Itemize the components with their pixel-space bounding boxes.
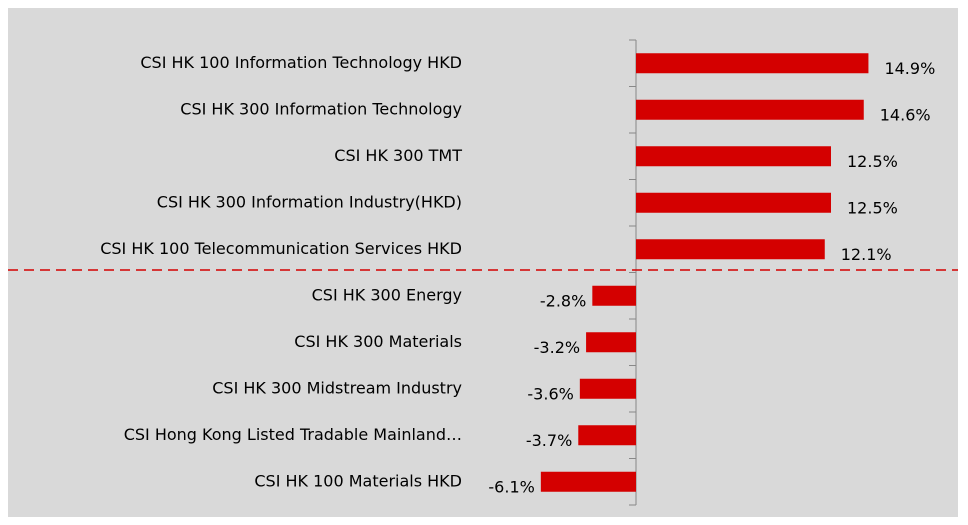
bar xyxy=(592,285,636,306)
value-label: 14.9% xyxy=(884,59,935,78)
category-label: CSI Hong Kong Listed Tradable Mainland… xyxy=(124,425,462,444)
category-label: CSI HK 300 Midstream Industry xyxy=(212,378,462,397)
category-label: CSI HK 300 TMT xyxy=(334,146,462,165)
bar xyxy=(586,332,636,353)
bar xyxy=(636,53,869,74)
value-label: -3.7% xyxy=(526,431,572,450)
category-label: CSI HK 300 Information Technology xyxy=(180,99,462,118)
bar xyxy=(540,471,636,492)
bar xyxy=(636,146,831,167)
value-label: 14.6% xyxy=(880,105,931,124)
bar xyxy=(636,239,825,260)
category-label: CSI HK 300 Information Industry(HKD) xyxy=(157,192,462,211)
category-label: CSI HK 100 Materials HKD xyxy=(254,471,462,490)
bar xyxy=(636,192,831,213)
bar xyxy=(579,378,636,399)
category-label: CSI HK 100 Information Technology HKD xyxy=(140,53,462,72)
value-label: 12.5% xyxy=(847,152,898,171)
category-label: CSI HK 100 Telecommunication Services HK… xyxy=(100,239,462,258)
category-label: CSI HK 300 Materials xyxy=(294,332,462,351)
bar xyxy=(636,99,864,120)
category-label: CSI HK 300 Energy xyxy=(312,285,462,304)
value-label: -6.1% xyxy=(488,477,534,496)
bar xyxy=(578,425,636,446)
value-label: -3.6% xyxy=(527,384,573,403)
value-label: -3.2% xyxy=(534,338,580,357)
value-label: -2.8% xyxy=(540,291,586,310)
value-label: 12.5% xyxy=(847,198,898,217)
chart-background xyxy=(8,8,958,517)
value-label: 12.1% xyxy=(841,245,892,264)
